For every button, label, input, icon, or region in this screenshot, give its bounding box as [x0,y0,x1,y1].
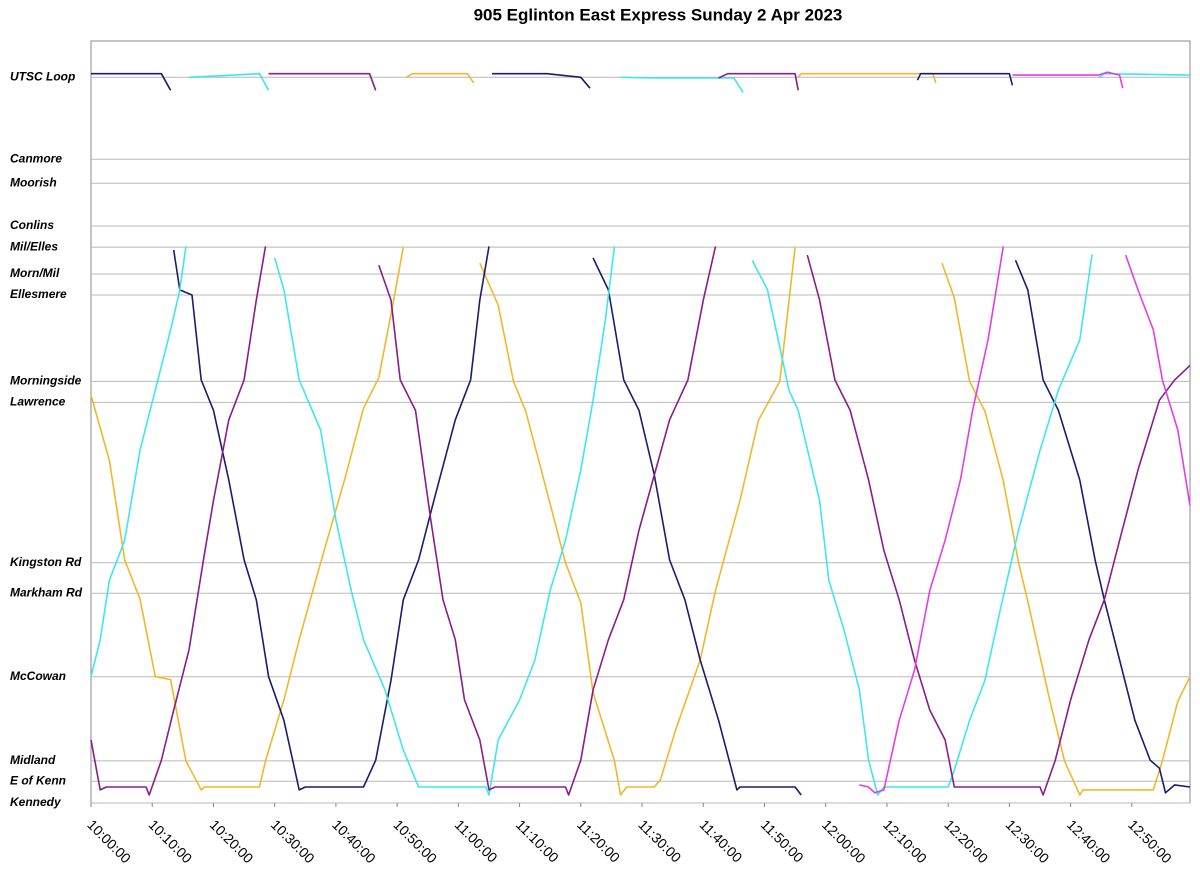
x-tick-label: 10:30:00 [268,816,318,866]
y-tick-label: Markham Rd [10,585,83,599]
x-tick-label: 12:40:00 [1064,816,1114,866]
y-tick-label: Lawrence [10,395,66,409]
y-tick-label: Ellesmere [10,287,67,301]
series-line [90,72,1191,796]
x-tick-label: 11:00:00 [452,816,501,865]
y-tick-label: Kingston Rd [10,555,82,569]
y-tick-label: Moorish [10,175,57,189]
y-tick-label: Midland [10,753,56,767]
y-tick-label: Mil/Elles [10,239,58,253]
x-tick-label: 12:50:00 [1125,816,1175,866]
y-tick-label: McCowan [10,669,66,683]
chart-title: 905 Eglinton East Express Sunday 2 Apr 2… [474,5,843,24]
x-tick-label: 12:10:00 [880,816,930,866]
y-tick-label: UTSC Loop [10,69,75,83]
y-tick-label: Kennedy [10,795,62,809]
series-line [859,71,1191,794]
series-line [90,72,1191,796]
y-tick-label: Morningside [10,374,82,388]
x-tick-label: 10:50:00 [390,816,440,866]
y-tick-label: E of Kenn [10,773,66,787]
plot-area [90,40,1191,804]
x-tick-label: 12:30:00 [1003,816,1053,866]
x-tick-label: 12:00:00 [819,816,869,866]
series-line [91,72,1191,796]
x-tick-label: 10:40:00 [329,816,379,866]
x-tick-label: 11:50:00 [758,816,807,865]
x-tick-label: 10:10:00 [145,816,195,866]
x-tick-label: 11:20:00 [574,816,623,865]
x-tick-label: 10:20:00 [207,816,257,866]
y-tick-label: Canmore [10,151,62,165]
x-tick-label: 11:30:00 [635,816,684,865]
y-tick-label: Conlins [10,218,54,232]
series-line [90,72,1191,796]
y-tick-label: Morn/Mil [10,266,60,280]
x-tick-label: 10:00:00 [84,816,134,866]
x-tick-label: 11:40:00 [697,816,746,865]
x-tick-label: 12:20:00 [941,816,991,866]
x-tick-label: 11:10:00 [513,816,562,865]
